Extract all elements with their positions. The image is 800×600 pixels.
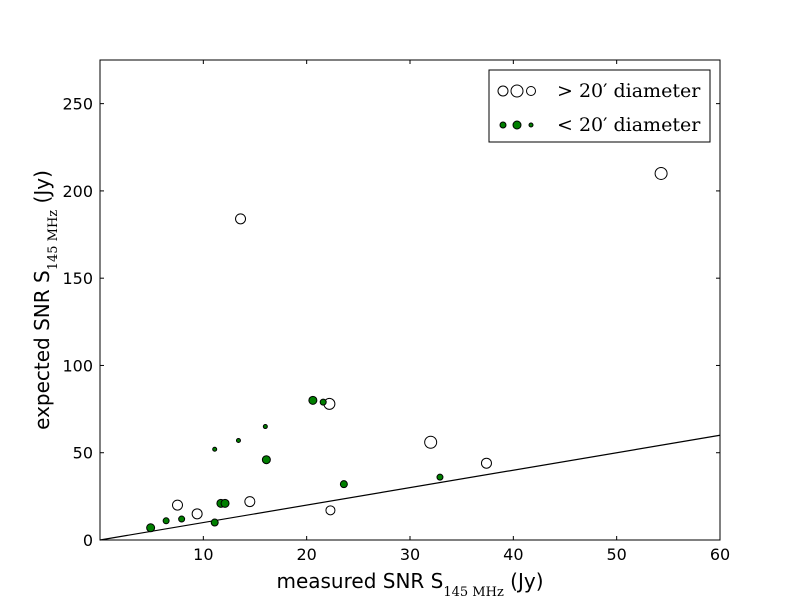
legend-label: < 20′ diameter: [557, 114, 701, 136]
data-point: [235, 213, 247, 225]
reference-line: [99, 434, 721, 541]
data-point: [436, 473, 444, 481]
data-point: [220, 498, 230, 508]
data-point: [480, 457, 492, 469]
legend-label: > 20′ diameter: [557, 80, 701, 102]
data-point: [178, 515, 186, 523]
x-tick-label: 20: [296, 545, 316, 564]
data-point: [261, 455, 271, 465]
data-point: [212, 446, 218, 452]
x-tick-label: 10: [193, 545, 213, 564]
x-tick-label: 30: [400, 545, 420, 564]
data-point: [339, 480, 348, 489]
legend-marker: [512, 120, 522, 130]
data-point: [262, 424, 268, 430]
data-point: [210, 518, 219, 527]
y-tick-label: 100: [62, 356, 93, 375]
legend-marker: [526, 86, 536, 96]
legend-marker: [499, 121, 507, 129]
y-axis-label: expected SNR S145 MHz (Jy): [30, 170, 61, 430]
legend-marker: [497, 85, 509, 97]
data-point: [146, 523, 156, 533]
legend-marker: [510, 84, 524, 98]
x-axis-label: measured SNR S145 MHz (Jy): [276, 569, 543, 600]
data-point: [235, 438, 241, 444]
y-tick-label: 150: [62, 269, 93, 288]
data-point: [319, 398, 327, 406]
data-point: [191, 508, 203, 520]
x-tick-label: 60: [710, 545, 730, 564]
data-point: [424, 435, 438, 449]
legend-marker: [528, 122, 534, 128]
x-tick-label: 50: [606, 545, 626, 564]
data-point: [172, 499, 183, 511]
data-point: [244, 496, 256, 508]
y-tick-label: 50: [73, 444, 93, 463]
data-point: [308, 395, 318, 405]
y-tick-label: 200: [62, 182, 93, 201]
legend-box: [488, 69, 711, 143]
data-point: [162, 517, 170, 525]
x-tick-label: 40: [503, 545, 523, 564]
data-point: [325, 505, 336, 516]
y-tick-label: 0: [83, 531, 93, 550]
data-point: [654, 166, 668, 180]
y-tick-label: 250: [62, 95, 93, 114]
